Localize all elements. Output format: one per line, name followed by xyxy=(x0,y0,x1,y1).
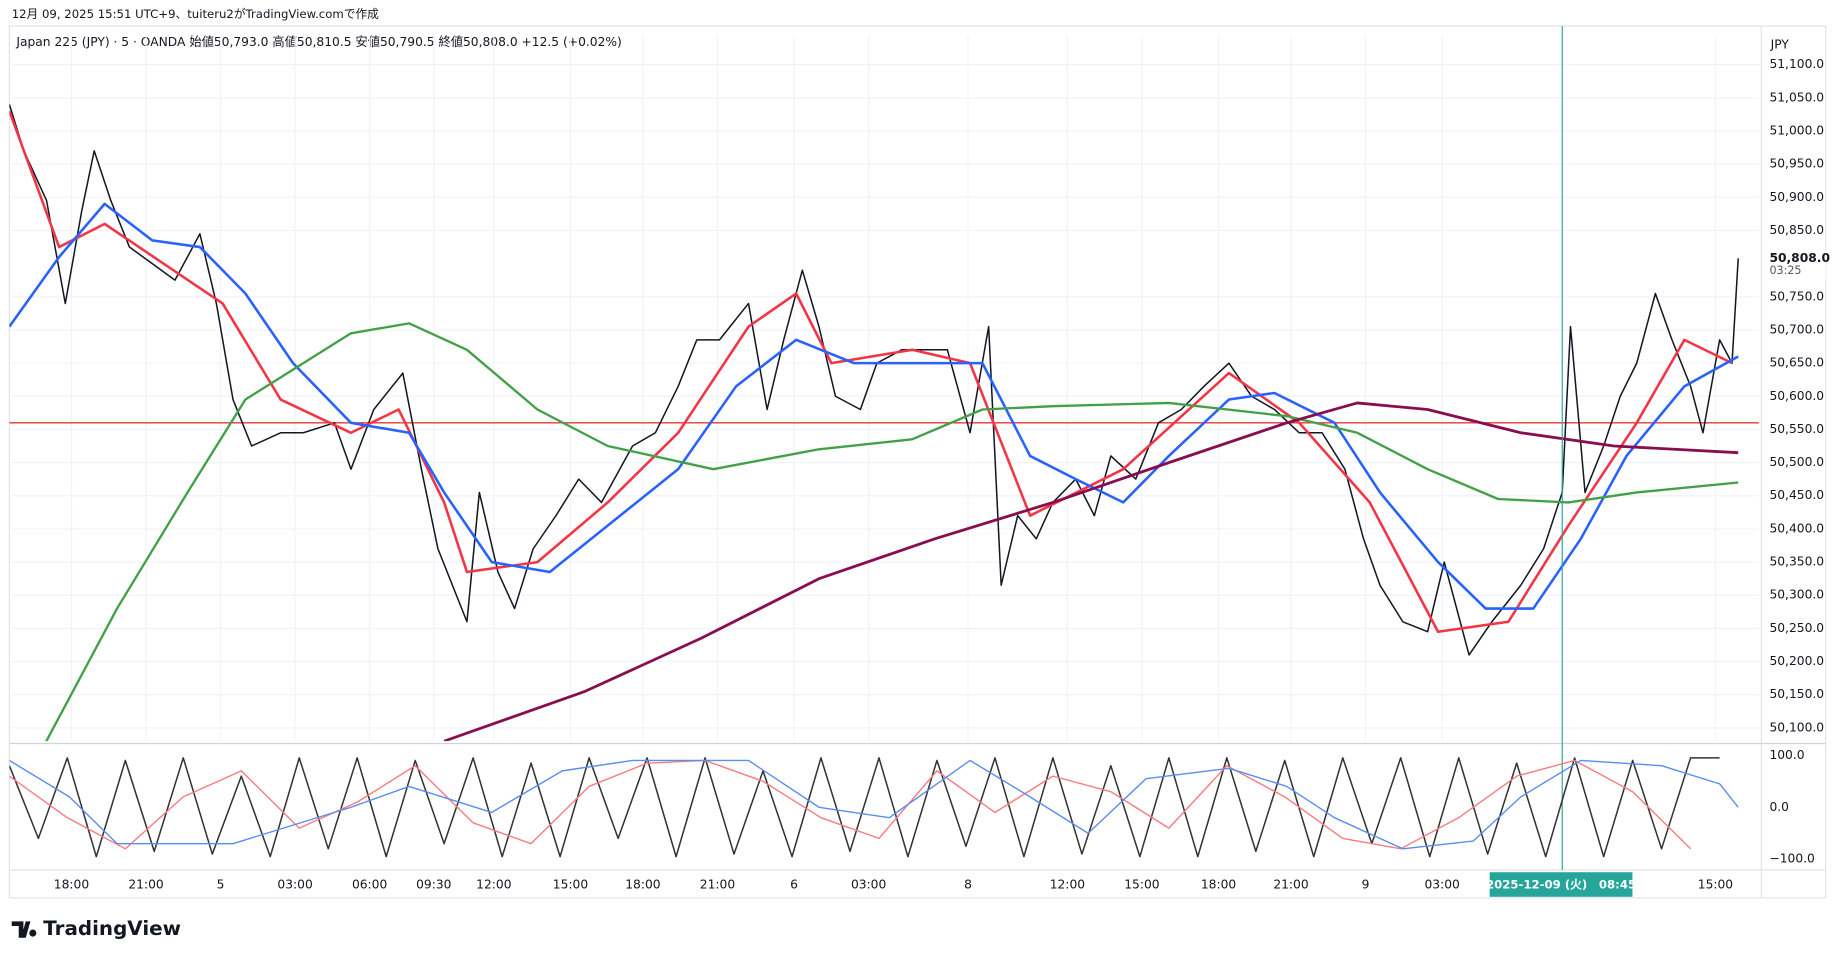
x-tick-label: 15:00 xyxy=(553,878,588,892)
x-tick-label: 5 xyxy=(217,878,225,892)
y-tick-label: 50,300.0 xyxy=(1769,588,1824,602)
x-tick-label: 18:00 xyxy=(54,878,89,892)
countdown-label: 03:25 xyxy=(1769,264,1801,277)
x-tick-label: 21:00 xyxy=(700,878,735,892)
series-line xyxy=(443,401,1739,742)
series-line xyxy=(9,759,1692,850)
x-tick-label: 06:00 xyxy=(352,878,387,892)
y-tick-label: 50,450.0 xyxy=(1769,488,1824,502)
series-line xyxy=(9,757,1720,858)
x-tick-label: 12:00 xyxy=(1050,878,1085,892)
pane xyxy=(9,35,1759,742)
frame xyxy=(8,25,1827,899)
x-tick-label: 15:00 xyxy=(1124,878,1159,892)
y-tick-label: 100.0 xyxy=(1769,748,1804,762)
y-tick-label: 50,900.0 xyxy=(1769,190,1824,204)
x-tick-label: 03:00 xyxy=(1424,878,1459,892)
x-tick-label: 09:30 xyxy=(416,878,451,892)
x-tick-label: 6 xyxy=(790,878,798,892)
header: 12月 09, 2025 15:51 UTC+9、tuiteru2がTradin… xyxy=(12,7,379,21)
y-tick-label: 51,050.0 xyxy=(1769,90,1824,104)
y-tick-label: 0.0 xyxy=(1769,800,1789,814)
series-line xyxy=(9,110,1733,634)
y-tick-label: 50,750.0 xyxy=(1769,289,1824,303)
x-tick-label: 15:00 xyxy=(1698,878,1733,892)
logo-mark xyxy=(11,921,37,938)
last-price-box xyxy=(1762,248,1826,280)
y-tick-label: 50,550.0 xyxy=(1769,422,1824,436)
y-tick-label: −100.0 xyxy=(1769,852,1814,866)
y-tick-label: 51,100.0 xyxy=(1769,57,1824,71)
last-price-label: 50,808.0 xyxy=(1769,251,1830,265)
series-line xyxy=(45,322,1739,742)
crosshair-label-box xyxy=(1489,872,1633,897)
y-tick-label: 50,250.0 xyxy=(1769,621,1824,635)
y-tick-label: 50,500.0 xyxy=(1769,455,1824,469)
logo-text: TradingView xyxy=(43,917,181,940)
y-tick-label: 50,650.0 xyxy=(1769,356,1824,370)
y-tick-label: 50,150.0 xyxy=(1769,687,1824,701)
series-line xyxy=(9,759,1739,850)
x-tick-label: 12:00 xyxy=(476,878,511,892)
series-line xyxy=(9,104,1739,656)
x-tick-label: 9 xyxy=(1362,878,1370,892)
x-tick-label: 21:00 xyxy=(1273,878,1308,892)
y-tick-label: 50,950.0 xyxy=(1769,157,1824,171)
x-tick-label: 03:00 xyxy=(277,878,312,892)
y-tick-label: 50,100.0 xyxy=(1769,720,1824,734)
x-tick-label: 18:00 xyxy=(625,878,660,892)
y-tick-label: 50,850.0 xyxy=(1769,223,1824,237)
y-tick-label: 51,000.0 xyxy=(1769,123,1824,137)
pane xyxy=(9,757,1739,858)
x-tick-label: 8 xyxy=(964,878,972,892)
y-tick-label: 50,700.0 xyxy=(1769,322,1824,336)
crosshair-label: 2025-12-09 (火) 08:45 xyxy=(1486,878,1636,892)
logo: TradingView xyxy=(11,917,181,940)
y-tick-label: 50,400.0 xyxy=(1769,521,1824,535)
currency: JPY xyxy=(1770,37,1790,51)
y-tick-label: 50,350.0 xyxy=(1769,555,1824,569)
legend: Japan 225 (JPY) · 5 · OANDA 始値50,793.0 高… xyxy=(15,34,621,49)
y-tick-label: 50,600.0 xyxy=(1769,389,1824,403)
x-tick-label: 03:00 xyxy=(851,878,886,892)
series-line xyxy=(9,202,1739,610)
x-tick-label: 18:00 xyxy=(1201,878,1236,892)
x-tick-label: 21:00 xyxy=(128,878,163,892)
y-tick-label: 50,200.0 xyxy=(1769,654,1824,668)
